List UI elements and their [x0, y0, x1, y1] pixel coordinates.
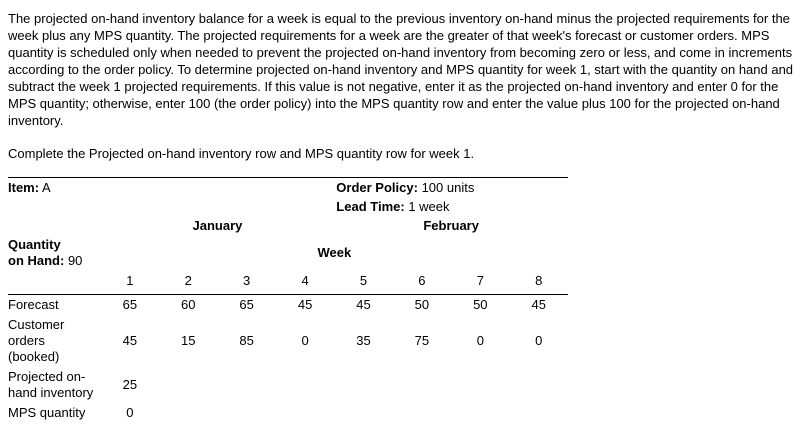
value-cell: 45 [334, 294, 393, 315]
months-row: January February [8, 216, 568, 235]
quantity-on-hand-label-line1: Quantity [8, 237, 61, 252]
item-cell: Item: A [8, 178, 334, 198]
value-cell: 0 [535, 333, 543, 348]
value-cell: 15 [181, 333, 196, 348]
intro-paragraph: The projected on-hand inventory balance … [8, 11, 794, 128]
value-cell: 60 [159, 294, 218, 315]
week-number-cell: 2 [184, 273, 192, 288]
value-cell [217, 367, 275, 403]
quantity-on-hand-value: 90 [67, 253, 83, 268]
week-number-cell: 5 [359, 273, 368, 288]
quantity-on-hand-row: Quantity on Hand: 90 Week [8, 235, 568, 270]
month-january: January [192, 218, 243, 233]
value-cell: 35 [356, 333, 371, 348]
week-numbers-row: 1 2 3 4 5 6 7 8 [8, 270, 568, 295]
value-cell: 25 [122, 377, 138, 392]
projected-on-hand-row: Projected on-hand inventory 25 [8, 367, 568, 403]
mps-quantity-row: MPS quantity 0 [8, 403, 568, 423]
value-cell: 65 [100, 294, 160, 315]
week-number-cell: 6 [418, 273, 426, 288]
empty-cell [8, 270, 101, 295]
value-cell: 0 [301, 333, 309, 348]
value-cell [276, 367, 334, 403]
week-number-cell: 8 [535, 273, 543, 288]
value-cell [510, 403, 568, 423]
value-cell [276, 403, 334, 423]
row-label: Customer orders (booked) [8, 317, 65, 364]
item-value: A [41, 180, 51, 195]
value-cell [451, 367, 509, 403]
lead-time-row: Lead Time: 1 week [8, 197, 568, 216]
customer-orders-row: Customer orders (booked) 45 15 85 0 35 7… [8, 315, 568, 367]
value-cell: 45 [509, 294, 568, 315]
order-policy-value: 100 units [421, 180, 475, 195]
value-cell: 65 [217, 294, 276, 315]
row-label: Projected on-hand inventory [8, 369, 94, 400]
value-cell: 50 [392, 294, 452, 315]
week-number-cell: 4 [301, 273, 309, 288]
row-label: Forecast [8, 294, 101, 315]
lead-time-cell: Lead Time: 1 week [334, 197, 568, 216]
item-row: Item: A Order Policy: 100 units [8, 178, 568, 198]
week-number-cell: 1 [126, 273, 134, 288]
forecast-row: Forecast 65 60 65 45 45 50 50 45 [8, 294, 568, 315]
value-cell: 85 [239, 333, 254, 348]
row-label: MPS quantity [8, 405, 86, 420]
quantity-on-hand-label-line2: on Hand: [8, 253, 65, 268]
empty-cell [8, 216, 101, 235]
value-cell [451, 403, 509, 423]
mps-table: Item: A Order Policy: 100 units Lead Tim… [8, 177, 568, 423]
value-cell [334, 367, 392, 403]
week-number-cell: 3 [243, 273, 251, 288]
value-cell: 0 [126, 405, 134, 420]
value-cell [393, 367, 451, 403]
instruction-text: Complete the Projected on-hand inventory… [8, 146, 475, 161]
empty-cell [8, 197, 334, 216]
item-label: Item: [8, 180, 40, 195]
quantity-on-hand-cell: Quantity on Hand: 90 [8, 235, 101, 270]
value-cell [393, 403, 451, 423]
value-cell [334, 403, 392, 423]
value-cell [510, 367, 568, 403]
order-policy-label: Order Policy: [336, 180, 418, 195]
week-number-cell: 7 [476, 273, 484, 288]
lead-time-label: Lead Time: [336, 199, 405, 214]
value-cell: 75 [414, 333, 430, 348]
month-february: February [423, 218, 479, 233]
value-cell: 45 [122, 333, 138, 348]
order-policy-cell: Order Policy: 100 units [334, 178, 568, 198]
value-cell: 0 [476, 333, 484, 348]
lead-time-value: 1 week [408, 199, 450, 214]
value-cell: 50 [451, 294, 510, 315]
value-cell [217, 403, 275, 423]
value-cell [159, 367, 217, 403]
value-cell: 45 [275, 294, 335, 315]
week-header: Week [317, 245, 352, 260]
value-cell [159, 403, 217, 423]
